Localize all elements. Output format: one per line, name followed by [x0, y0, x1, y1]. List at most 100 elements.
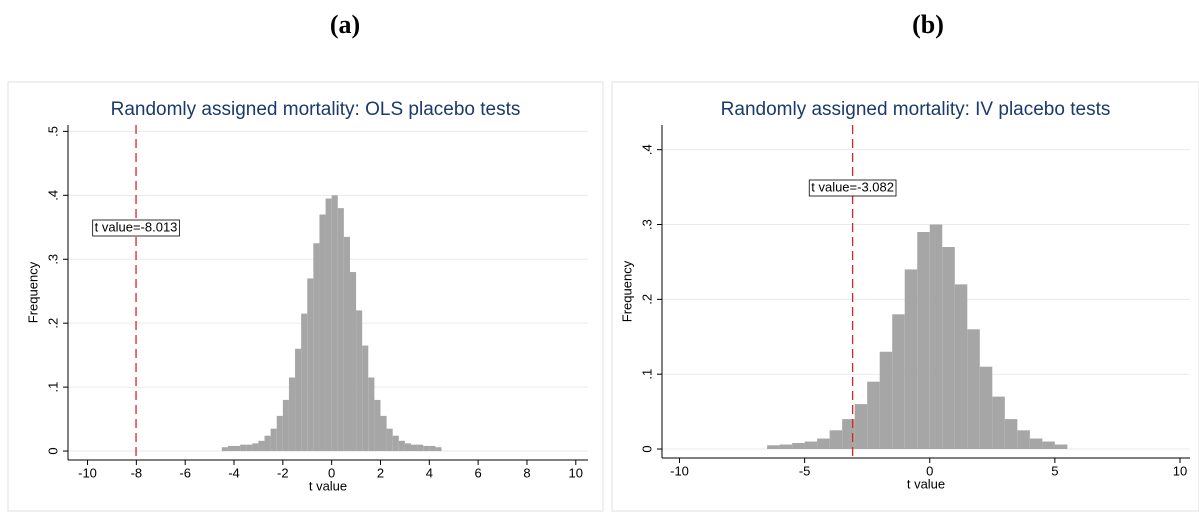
bar: [319, 214, 326, 452]
bar: [325, 198, 332, 452]
y-tick-label: 0: [45, 447, 60, 454]
x-tick-label: 10: [569, 465, 583, 480]
bar: [1054, 444, 1068, 450]
bar: [374, 399, 381, 452]
bar: [337, 208, 344, 452]
x-tick-label: 0: [926, 463, 933, 478]
y-tick-label: .3: [639, 219, 654, 230]
annotation-box: [808, 179, 897, 197]
bar: [1004, 419, 1018, 450]
y-axis-label: Frequency: [25, 261, 40, 323]
bar: [234, 445, 241, 452]
bar: [307, 278, 314, 452]
y-tick-label: .5: [45, 126, 60, 137]
bar: [429, 445, 436, 452]
bar: [398, 440, 405, 452]
x-tick-label: 4: [426, 465, 433, 480]
y-tick-label: .3: [45, 254, 60, 265]
bar: [1017, 430, 1030, 450]
bar: [917, 232, 930, 450]
annotation-box: [92, 219, 180, 237]
x-tick-label: -8: [131, 465, 143, 480]
bar: [767, 445, 780, 450]
bar: [423, 445, 430, 452]
bar: [779, 444, 793, 450]
bar: [967, 329, 980, 450]
bar: [386, 428, 393, 452]
bar: [362, 345, 369, 452]
panel-label: (a): [330, 10, 360, 39]
bar: [276, 415, 283, 452]
bar: [435, 447, 442, 452]
x-tick-label: -5: [799, 463, 811, 478]
bar: [792, 443, 805, 450]
x-tick-label: -2: [277, 465, 289, 480]
bar: [252, 443, 259, 452]
x-tick-label: 5: [1051, 463, 1058, 478]
bar: [392, 435, 399, 452]
x-tick-label: 2: [377, 465, 384, 480]
x-tick-label: 10: [1173, 463, 1187, 478]
bar: [892, 314, 905, 450]
x-tick-label: -6: [179, 465, 191, 480]
bar: [227, 445, 235, 452]
annotation: t value=-8.013: [95, 219, 178, 234]
annotation: t value=-3.082: [811, 179, 894, 194]
x-tick-label: -10: [78, 465, 97, 480]
y-tick-label: .2: [45, 318, 60, 329]
bar: [288, 377, 296, 452]
bar: [817, 438, 830, 450]
bar: [954, 284, 968, 450]
x-tick-label: -10: [670, 463, 689, 478]
y-axis-label: Frequency: [619, 260, 634, 322]
bar: [331, 195, 338, 452]
x-tick-label: -4: [228, 465, 240, 480]
bar: [404, 443, 412, 452]
bar: [904, 269, 918, 450]
bar: [313, 243, 320, 452]
y-tick-label: .4: [639, 144, 654, 155]
chart-title: Randomly assigned mortality: IV placebo …: [721, 99, 1111, 120]
x-axis-label: t value: [907, 476, 945, 491]
bar: [258, 440, 265, 452]
bar: [246, 444, 253, 452]
bar: [343, 236, 350, 452]
y-tick-label: .1: [45, 382, 60, 393]
bar: [804, 441, 818, 450]
bar: [356, 310, 363, 452]
x-tick-label: 6: [475, 465, 482, 480]
bar: [879, 351, 893, 450]
x-tick-label: 0: [328, 465, 335, 480]
bar: [264, 435, 271, 452]
bar: [1029, 438, 1043, 450]
bar: [867, 381, 880, 450]
y-tick-label: .2: [639, 294, 654, 305]
bar: [417, 444, 424, 452]
bar: [979, 366, 993, 450]
bar: [282, 399, 289, 452]
bar: [295, 348, 302, 452]
y-tick-label: .1: [639, 369, 654, 380]
bar: [349, 272, 357, 452]
y-tick-label: .4: [45, 190, 60, 201]
bar: [411, 444, 418, 452]
bar: [842, 419, 855, 450]
x-tick-label: 8: [523, 465, 530, 480]
bar: [270, 428, 277, 452]
bar: [854, 404, 868, 450]
panel-label: (b): [912, 10, 944, 39]
bar: [829, 430, 843, 450]
x-axis-label: t value: [309, 478, 347, 493]
chart-title: Randomly assigned mortality: OLS placebo…: [111, 99, 521, 120]
bar: [942, 246, 955, 450]
bar: [380, 415, 387, 452]
bar: [221, 447, 228, 452]
y-tick-label: 0: [639, 445, 654, 452]
bar: [368, 377, 375, 452]
bar: [240, 444, 247, 452]
bar: [929, 224, 943, 450]
bar: [301, 313, 308, 452]
bar: [992, 396, 1005, 450]
